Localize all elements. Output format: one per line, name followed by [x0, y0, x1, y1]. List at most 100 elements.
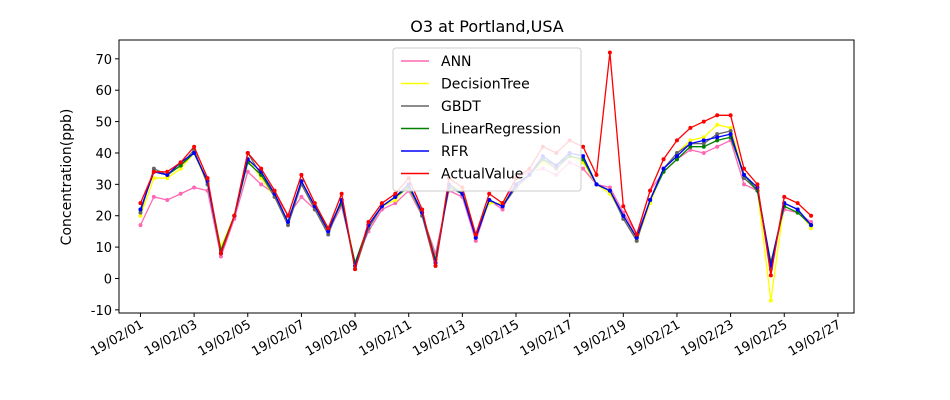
y-axis-label: Concentration(ppb): [59, 109, 75, 246]
legend-label-linearregression: LinearRegression: [441, 122, 561, 138]
series-point-linearregression: [715, 138, 720, 143]
x-tick-label: 19/02/11: [357, 317, 415, 359]
series-point-rfr: [473, 235, 478, 240]
x-axis: 19/02/0119/02/0319/02/0519/02/0719/02/09…: [88, 313, 844, 360]
series-point-actualvalue: [768, 273, 773, 278]
legend-label-decisiontree: DecisionTree: [441, 77, 530, 93]
series-point-rfr: [809, 223, 814, 228]
series-point-gbdt: [326, 232, 331, 237]
x-tick-label: 19/02/09: [303, 317, 361, 359]
series-point-actualvalue: [218, 251, 223, 256]
series-point-gbdt: [138, 210, 143, 215]
series-point-actualvalue: [795, 201, 800, 206]
series-point-decisiontree: [393, 198, 398, 203]
series-point-actualvalue: [299, 172, 304, 177]
series-point-rfr: [661, 166, 666, 171]
series-point-ann: [165, 198, 170, 203]
series-point-rfr: [326, 229, 331, 234]
series-point-ann: [192, 185, 197, 190]
series-point-actualvalue: [192, 144, 197, 149]
x-tick-label: 19/02/25: [732, 317, 790, 359]
series-point-rfr: [285, 220, 290, 224]
series-point-actualvalue: [674, 138, 679, 143]
series-point-actualvalue: [742, 166, 747, 171]
series-point-decisiontree: [178, 166, 183, 171]
series-point-ann: [393, 201, 398, 206]
series-point-actualvalue: [433, 263, 438, 268]
series-point-actualvalue: [259, 166, 264, 171]
series-point-actualvalue: [648, 188, 653, 193]
x-tick-label: 19/02/21: [625, 317, 683, 359]
series-point-decisiontree: [165, 176, 170, 181]
series-point-ann: [178, 191, 183, 196]
series-point-actualvalue: [245, 150, 250, 155]
series-point-ann: [473, 238, 478, 243]
series-point-rfr: [165, 172, 170, 177]
x-tick-label: 19/02/19: [571, 317, 629, 359]
series-point-gbdt: [674, 150, 679, 155]
series-point-actualvalue: [661, 157, 666, 162]
series-point-actualvalue: [715, 113, 720, 118]
series-point-actualvalue: [728, 113, 733, 118]
series-point-rfr: [701, 138, 706, 143]
legend-label-rfr: RFR: [441, 144, 469, 160]
y-tick-label: 40: [95, 147, 112, 162]
series-point-rfr: [795, 207, 800, 212]
series-point-linearregression: [701, 144, 706, 149]
series-point-ann: [299, 194, 304, 199]
series-point-gbdt: [715, 132, 720, 137]
series-point-ann: [701, 150, 706, 155]
x-tick-label: 19/02/27: [786, 317, 844, 359]
series-point-gbdt: [728, 129, 733, 133]
x-tick-label: 19/02/07: [249, 317, 307, 359]
series-point-gbdt: [285, 223, 290, 228]
series-point-actualvalue: [581, 144, 586, 149]
series-point-actualvalue: [285, 213, 290, 218]
series-point-rfr: [688, 141, 693, 146]
series-point-ann: [245, 169, 250, 174]
series-point-rfr: [648, 198, 653, 203]
series-point-actualvalue: [701, 119, 706, 124]
series-point-actualvalue: [165, 169, 170, 174]
y-tick-label: 10: [95, 241, 112, 256]
series-point-gbdt: [701, 141, 706, 146]
series-point-rfr: [621, 213, 626, 218]
series-point-actualvalue: [607, 50, 612, 55]
series-point-rfr: [581, 154, 586, 159]
series-point-rfr: [138, 207, 143, 212]
series-point-actualvalue: [782, 194, 787, 199]
series-point-linearregression: [674, 157, 679, 162]
x-tick-label: 19/02/01: [88, 317, 146, 359]
legend-label-ann: ANN: [441, 54, 472, 70]
series-point-actualvalue: [594, 172, 599, 177]
y-axis: -10 0 10 20 30 40 50 60 70: [91, 53, 119, 319]
x-tick-label: 19/02/23: [679, 317, 737, 359]
series-point-actualvalue: [755, 182, 760, 187]
series-point-ann: [500, 207, 505, 212]
series-point-actualvalue: [151, 169, 156, 174]
series-point-rfr: [674, 154, 679, 159]
series-point-decisiontree: [151, 176, 156, 181]
y-tick-label: 50: [95, 116, 112, 131]
x-tick-label: 19/02/03: [142, 317, 200, 359]
series-point-actualvalue: [312, 201, 317, 206]
series-point-decisiontree: [688, 138, 693, 143]
x-tick-label: 19/02/17: [518, 317, 576, 359]
series-point-actualvalue: [272, 188, 277, 193]
series-point-ann: [607, 185, 612, 190]
x-tick-label: 19/02/05: [196, 317, 254, 359]
y-tick-label: -10: [91, 304, 112, 319]
series-point-actualvalue: [379, 201, 384, 206]
series-point-actualvalue: [339, 191, 344, 196]
legend-label-actualvalue: ActualValue: [441, 167, 523, 183]
series-point-actualvalue: [353, 267, 358, 272]
x-tick-label: 19/02/13: [410, 317, 468, 359]
chart-title: O3 at Portland,USA: [410, 17, 564, 36]
series-point-decisiontree: [701, 135, 706, 140]
series-point-ann: [581, 166, 586, 171]
series-point-actualvalue: [634, 232, 639, 237]
series-point-rfr: [393, 194, 398, 199]
y-tick-label: 60: [95, 84, 112, 99]
series-point-actualvalue: [232, 213, 237, 218]
series-point-ann: [218, 254, 223, 259]
